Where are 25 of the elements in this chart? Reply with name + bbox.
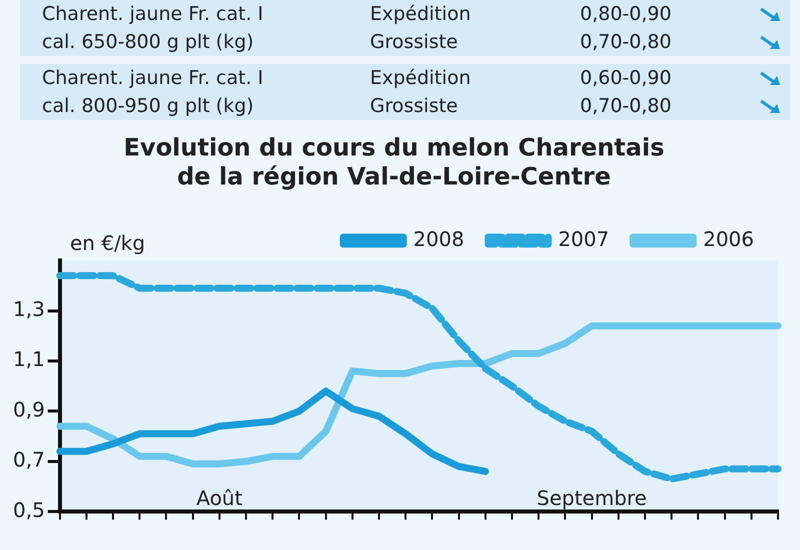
text: 0,60-0,90 (580, 66, 672, 91)
y-tick-label: 0,7 (12, 448, 45, 472)
y-tick-label: 0,5 (12, 498, 45, 522)
text: 0,70-0,80 (580, 94, 672, 119)
text: Evolution du cours du melon Charentais (124, 134, 664, 162)
legend-label: 2006 (703, 226, 754, 251)
text: cal. 800-950 g plt (kg) (42, 94, 254, 119)
y-tick-label: 1,3 (12, 297, 45, 322)
legend-label: 2008 (413, 226, 464, 251)
annotation: Septembre (536, 486, 647, 510)
text: 0,80-0,90 (580, 2, 672, 27)
text: Charent. jaune Fr. cat. I (42, 66, 264, 91)
text: Grossiste (370, 30, 458, 55)
y-axis-title: en €/kg (70, 230, 146, 255)
text: Expédition (370, 2, 471, 27)
legend-label: 2007 (558, 226, 610, 251)
text: Charent. jaune Fr. cat. I (42, 2, 264, 27)
text: cal. 650-800 g plt (kg) (42, 30, 254, 55)
text: Grossiste (370, 94, 458, 119)
y-tick-label: 1,1 (12, 347, 45, 372)
text: de la région Val-de-Loire-Centre (177, 162, 611, 190)
y-tick-label: 0,9 (12, 397, 45, 422)
text: Expédition (370, 66, 471, 91)
annotation: Août (196, 486, 243, 510)
text: 0,70-0,80 (580, 30, 672, 55)
